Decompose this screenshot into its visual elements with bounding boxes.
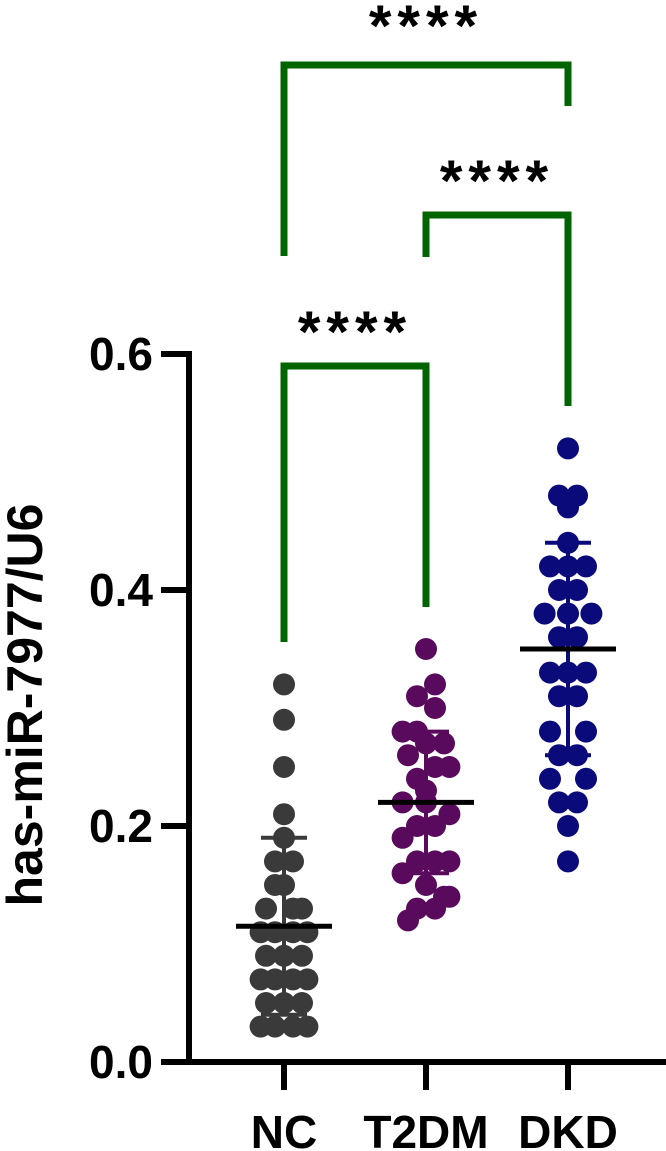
- data-point: [296, 968, 319, 991]
- data-point: [539, 767, 561, 790]
- data-point: [557, 815, 579, 837]
- data-point: [539, 555, 561, 578]
- significance-bracket: [280, 362, 430, 642]
- significance-label: ****: [440, 149, 554, 214]
- x-tick-label: DKD: [518, 1106, 618, 1151]
- y-tick-label: 0.6: [89, 328, 153, 380]
- data-point: [397, 744, 419, 767]
- data-point: [415, 638, 437, 660]
- data-point: [291, 944, 313, 967]
- data-point: [273, 708, 295, 731]
- y-axis-title: has-miR-7977/U6: [0, 504, 53, 907]
- data-point: [391, 826, 414, 849]
- data-point: [433, 885, 455, 908]
- data-point: [575, 767, 597, 790]
- data-point: [273, 673, 295, 696]
- data-point: [282, 850, 304, 873]
- data-point: [406, 685, 428, 708]
- data-point: [548, 579, 570, 601]
- data-point: [566, 579, 588, 601]
- data-point: [255, 992, 277, 1014]
- data-point: [391, 862, 414, 885]
- x-tick-label: T2DM: [363, 1106, 488, 1151]
- data-point: [433, 732, 455, 755]
- data-point: [548, 626, 570, 649]
- data-point: [548, 685, 570, 708]
- data-point: [557, 496, 579, 519]
- data-point: [539, 661, 561, 684]
- data-point: [282, 897, 304, 920]
- data-point: [575, 661, 597, 684]
- data-point: [557, 437, 579, 460]
- data-point: [424, 697, 446, 719]
- data-point: [255, 897, 277, 920]
- data-point: [580, 602, 603, 625]
- data-point: [539, 720, 561, 743]
- significance-bracket: [422, 211, 572, 406]
- data-points: [249, 437, 603, 1038]
- data-point: [424, 756, 446, 778]
- data-point: [557, 850, 579, 873]
- data-point: [533, 602, 556, 625]
- data-point: [575, 555, 597, 578]
- data-point: [566, 685, 588, 708]
- data-point: [424, 673, 446, 696]
- data-point: [264, 874, 286, 896]
- error-bars: [236, 540, 616, 1017]
- x-tick-label: NC: [251, 1106, 317, 1151]
- data-point: [264, 850, 286, 873]
- data-point: [249, 968, 272, 991]
- significance-brackets: **** **** ****: [280, 0, 572, 642]
- y-tick-label: 0.0: [89, 1036, 153, 1088]
- data-point: [391, 720, 414, 743]
- data-point: [296, 1015, 319, 1038]
- data-point: [566, 791, 588, 814]
- data-point: [273, 756, 295, 778]
- data-point: [424, 815, 446, 837]
- data-point: [397, 909, 419, 932]
- data-point: [575, 720, 597, 743]
- significance-bracket: [280, 61, 572, 256]
- significance-label: ****: [298, 300, 412, 365]
- data-point: [255, 944, 277, 967]
- data-point: [548, 791, 570, 814]
- y-tick-label: 0.4: [89, 564, 153, 616]
- data-point: [273, 803, 295, 826]
- data-point: [415, 874, 437, 896]
- data-point: [291, 992, 313, 1014]
- data-point: [566, 626, 588, 649]
- data-point: [424, 850, 446, 873]
- significance-label: ****: [369, 0, 483, 59]
- axes: 0.0 0.2 0.4 0.6 NC T2DM DKD: [89, 328, 666, 1151]
- data-point: [249, 1015, 272, 1038]
- y-tick-label: 0.2: [89, 800, 153, 852]
